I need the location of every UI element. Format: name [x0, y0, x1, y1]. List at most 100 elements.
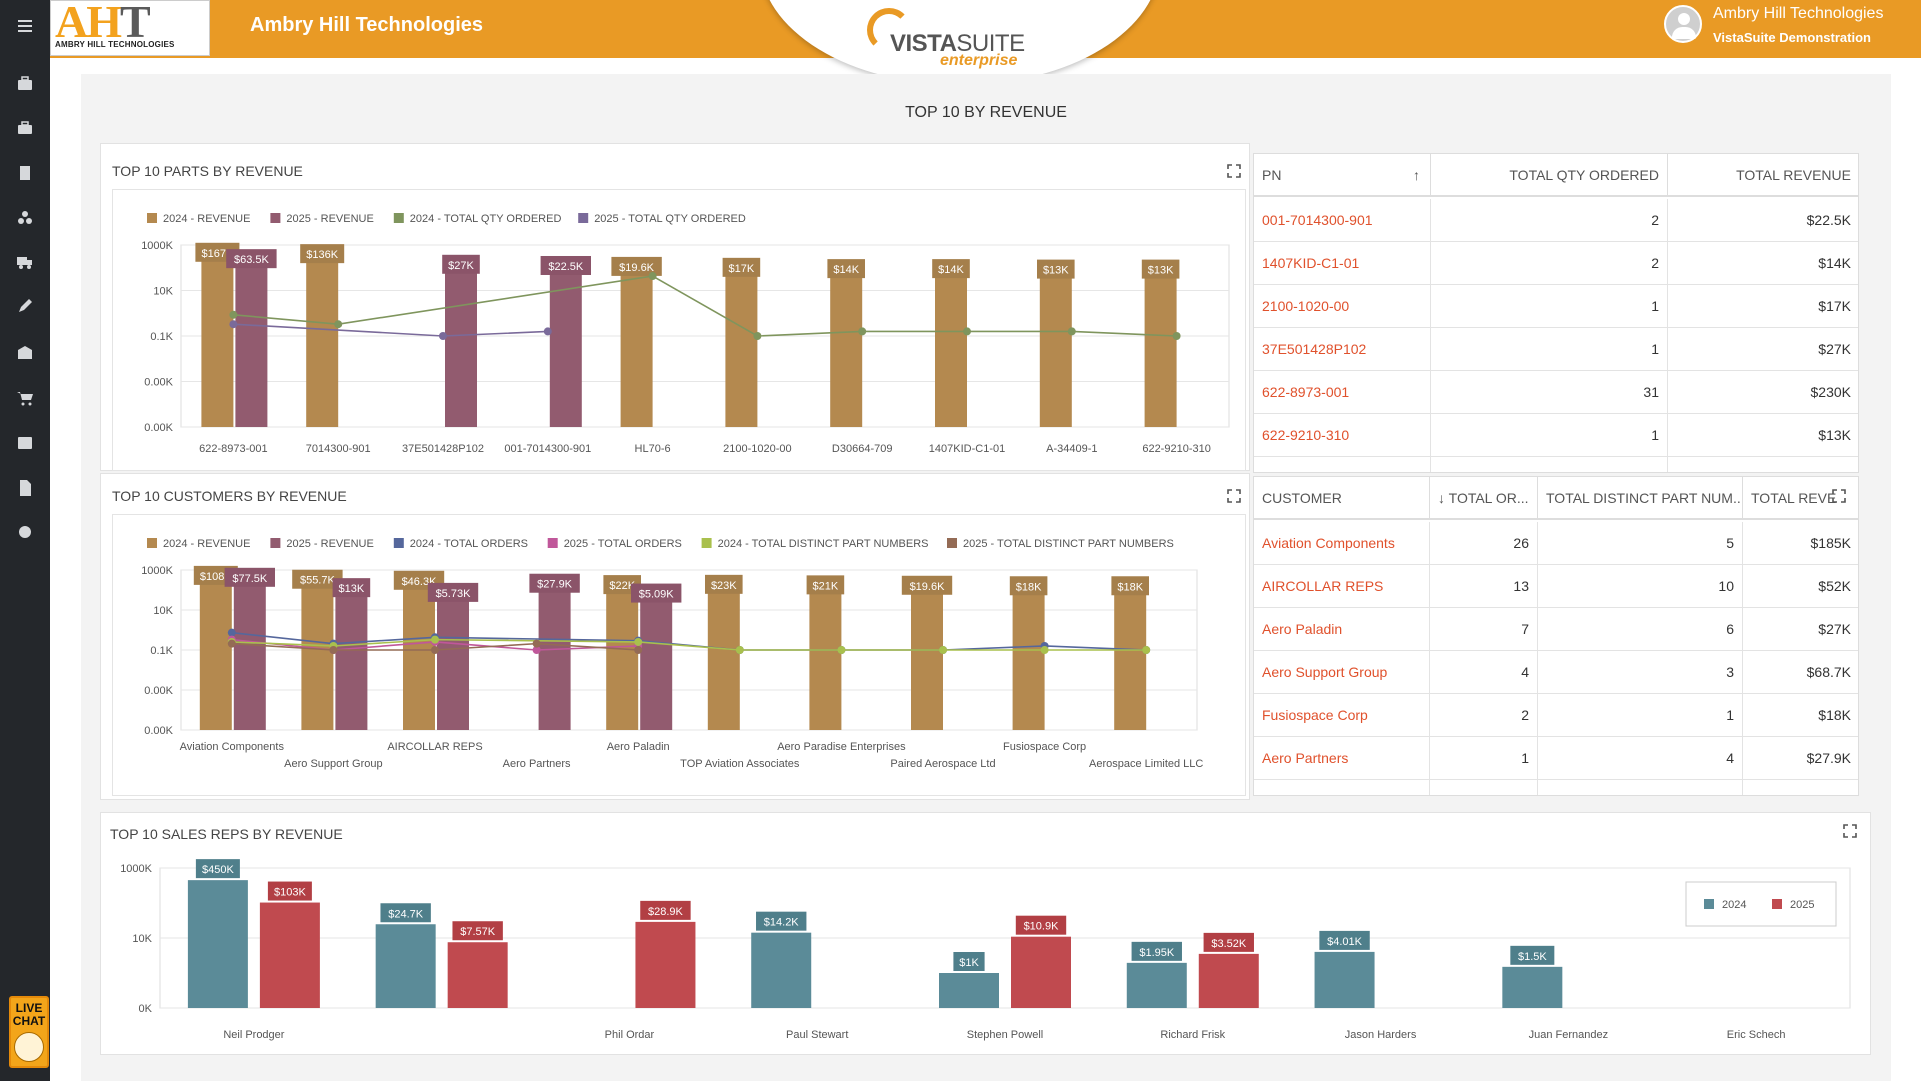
parts-expand-icon[interactable] [1227, 164, 1241, 178]
toolbox-icon[interactable] [11, 114, 39, 142]
parts-table-link-cell[interactable]: 622-8973-001 [1254, 371, 1431, 413]
table-cell: 1 [1431, 328, 1668, 370]
table-row[interactable]: 7014300-9017$136K [1254, 457, 1858, 472]
customers-table-expand-icon[interactable] [1832, 489, 1846, 503]
table-row[interactable]: 2100-1020-00 1 $17K [1254, 285, 1858, 328]
y-tick-label: 10K [153, 605, 173, 617]
parts-table-link-cell[interactable]: 37E501428P102 [1254, 328, 1431, 370]
parts-table-column-header[interactable]: TOTAL QTY ORDERED [1431, 154, 1668, 197]
line-point [431, 635, 439, 644]
table-row[interactable]: 622-9210-310 1 $13K [1254, 414, 1858, 457]
data-label-bg [705, 574, 743, 594]
data-label-bg [332, 578, 371, 598]
line-point [329, 646, 338, 654]
parts-table-column-header[interactable]: TOTAL REVENUE [1668, 154, 1858, 197]
table-cell: $68.7K [1743, 651, 1858, 693]
cart-icon[interactable] [11, 384, 39, 412]
customers-table-link-cell[interactable]: AIRCOLLAR REPS [1254, 565, 1430, 607]
legend-swatch [270, 213, 281, 223]
warehouse-icon[interactable] [11, 338, 39, 366]
parts-table: PN ↑ TOTAL QTY ORDERED TOTAL REVENUE 001-701… [1253, 153, 1859, 473]
table-row[interactable]: Aero Paladin 7 6 $27K [1254, 608, 1858, 651]
customers-expand-icon[interactable] [1227, 489, 1241, 503]
legend-label: 2025 - REVENUE [286, 213, 373, 225]
table-row[interactable]: 1407KID-C1-01 2 $14K [1254, 242, 1858, 285]
parts-table-link-cell[interactable]: 001-7014300-901 [1254, 199, 1431, 241]
bar-2025 [1198, 953, 1259, 1008]
data-label-bg [932, 259, 970, 279]
legend-label: 2024 - TOTAL QTY ORDERED [410, 213, 562, 225]
data-label-bg [1319, 930, 1370, 950]
logo-subtitle: AMBRY HILL TECHNOLOGIES [55, 40, 175, 49]
bar-2025-revenue [549, 269, 582, 427]
table-row[interactable]: TOP Aviation Associates11$23K [1254, 780, 1858, 795]
bar-2025-revenue [640, 600, 673, 730]
cubes-icon[interactable] [11, 204, 39, 232]
table-cell: 1 [1431, 414, 1668, 456]
document-icon[interactable] [11, 474, 39, 502]
customers-table-column-header[interactable]: ↓ TOTAL OR... [1430, 477, 1538, 520]
user-avatar[interactable] [1664, 5, 1702, 43]
table-row[interactable]: Aviation Components 26 5 $185K [1254, 522, 1858, 565]
customers-table-link-cell[interactable]: TOP Aviation Associates [1254, 780, 1430, 795]
y-tick-label: 0.1K [150, 645, 173, 657]
parts-table-column-header[interactable]: PN ↑ [1254, 154, 1431, 197]
parts-table-link-cell[interactable]: 622-9210-310 [1254, 414, 1431, 456]
data-label-bg [1015, 915, 1067, 935]
table-cell: 31 [1431, 371, 1668, 413]
x-category-label: Eric Schech [1727, 1029, 1786, 1041]
table-row[interactable]: 622-8973-001 31 $230K [1254, 371, 1858, 414]
sort-asc-icon[interactable]: ↑ [1413, 167, 1420, 183]
parts-table-link-cell[interactable]: 2100-1020-00 [1254, 285, 1431, 327]
table-row[interactable]: Aero Support Group 4 3 $68.7K [1254, 651, 1858, 694]
table-row[interactable]: AIRCOLLAR REPS 13 10 $52K [1254, 565, 1858, 608]
sales-expand-icon[interactable] [1843, 824, 1857, 838]
table-cell: 2 [1431, 199, 1668, 241]
company-logo[interactable]: AHT AMBRY HILL TECHNOLOGIES [50, 0, 210, 56]
briefcase-icon[interactable] [11, 70, 39, 98]
page-title: TOP 10 BY REVENUE [905, 104, 1067, 121]
data-label-bg [1203, 932, 1254, 952]
customers-table-column-header[interactable]: CUSTOMER [1254, 477, 1430, 520]
data-label: $4.01K [1327, 936, 1363, 948]
data-label: $136K [306, 249, 338, 261]
table-cell: 7 [1430, 608, 1538, 650]
live-chat-label-2: CHAT [12, 1014, 46, 1028]
x-category-label: Neil Prodger [223, 1029, 284, 1041]
data-label: $1K [959, 957, 979, 969]
user-company[interactable]: Ambry Hill Technologies [1713, 5, 1884, 22]
edit-icon[interactable] [11, 292, 39, 320]
data-label: $14K [833, 264, 859, 276]
data-label: $14.2K [764, 917, 800, 929]
data-label-bg [427, 582, 479, 602]
table-row[interactable]: 001-7014300-901 2 $22.5K [1254, 199, 1858, 242]
customers-table-link-cell[interactable]: Aero Support Group [1254, 651, 1430, 693]
line-point [229, 320, 238, 329]
data-label-bg [226, 249, 277, 269]
table-row[interactable]: 37E501428P102 1 $27K [1254, 328, 1858, 371]
table-row[interactable]: Fusiospace Corp 2 1 $18K [1254, 694, 1858, 737]
x-category-label: Fusiospace Corp [1003, 741, 1086, 753]
truck-icon[interactable] [11, 248, 39, 276]
customers-table-link-cell[interactable]: Aviation Components [1254, 522, 1430, 564]
building-icon[interactable] [11, 159, 39, 187]
customers-table-link-cell[interactable]: Fusiospace Corp [1254, 694, 1430, 736]
settings-icon[interactable] [11, 518, 39, 546]
customers-table-link-cell[interactable]: Aero Paladin [1254, 608, 1430, 650]
sort-desc-icon[interactable]: ↓ [1438, 490, 1449, 506]
legend-swatch [1704, 899, 1714, 909]
menu-icon[interactable] [11, 12, 39, 40]
customers-table-column-header[interactable]: TOTAL REVE [1743, 477, 1858, 520]
table-row[interactable]: Aero Partners 1 4 $27.9K [1254, 737, 1858, 780]
parts-table-link-cell[interactable]: 7014300-901 [1254, 457, 1431, 472]
bar-2024 [1502, 966, 1563, 1008]
data-label: $22.5K [548, 261, 584, 273]
customers-table-column-header[interactable]: TOTAL DISTINCT PART NUM... [1538, 477, 1743, 520]
live-chat-button[interactable]: LIVE CHAT [9, 996, 49, 1068]
parts-table-link-cell[interactable]: 1407KID-C1-01 [1254, 242, 1431, 284]
data-label: $13K [1043, 265, 1069, 277]
data-label: $22K [609, 580, 635, 592]
customers-table-link-cell[interactable]: Aero Partners [1254, 737, 1430, 779]
y-tick-label: 0.00K [144, 685, 173, 697]
calendar-icon[interactable] [11, 428, 39, 456]
